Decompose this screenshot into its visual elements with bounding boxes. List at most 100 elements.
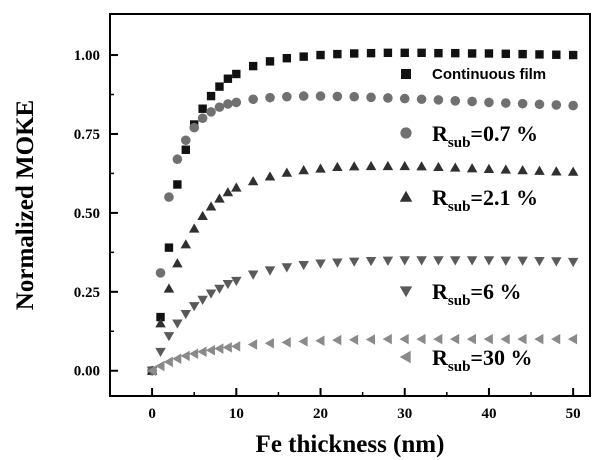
data-point [350, 49, 359, 58]
data-point [155, 347, 166, 358]
data-point [365, 334, 375, 345]
data-point [155, 268, 166, 278]
data-point [450, 96, 461, 106]
data-point [551, 166, 562, 176]
data-point [450, 333, 460, 345]
axis-ticks [109, 54, 575, 396]
data-point [188, 348, 199, 359]
y-tick-label: 0.00 [74, 364, 100, 380]
data-point [172, 154, 183, 165]
data-point [315, 259, 326, 269]
data-point [215, 82, 224, 91]
x-tick-label: 30 [397, 406, 412, 422]
data-point [247, 176, 259, 186]
data-point [214, 284, 225, 294]
legend-label: Rsub=6 % [432, 279, 521, 309]
data-point [189, 122, 200, 133]
data-point [517, 256, 528, 266]
data-point [298, 91, 309, 101]
data-point [264, 171, 276, 181]
data-point [155, 318, 166, 328]
data-point [180, 239, 192, 249]
data-point [231, 97, 242, 108]
data-point [466, 256, 478, 266]
legend-marker [401, 69, 411, 79]
data-point [467, 49, 477, 58]
x-tick-label: 40 [481, 406, 496, 422]
data-point [399, 160, 410, 171]
data-point [282, 53, 292, 63]
data-point [501, 49, 510, 58]
data-point [500, 98, 511, 108]
data-point [281, 337, 291, 348]
data-point [206, 91, 216, 101]
data-point [281, 167, 293, 177]
data-point [248, 61, 258, 71]
data-point [205, 344, 215, 356]
data-point [316, 50, 325, 60]
data-point [181, 145, 190, 154]
data-point [332, 258, 343, 268]
y-tick-label: 1.00 [74, 48, 100, 64]
data-point [366, 48, 376, 58]
data-point [333, 49, 342, 59]
data-point [264, 266, 276, 276]
data-point [399, 333, 409, 345]
legend-entry: Rsub=2.1 % [399, 185, 538, 215]
data-point [416, 161, 427, 171]
data-point [400, 48, 409, 58]
data-point [298, 336, 308, 347]
data-point [451, 48, 460, 58]
data-point [434, 48, 443, 58]
legend-entry: Continuous film [401, 66, 546, 83]
data-point [534, 256, 545, 267]
data-point [399, 256, 410, 266]
data-point [366, 92, 376, 103]
data-point [568, 100, 578, 111]
data-point [222, 342, 232, 353]
data-point [205, 201, 217, 211]
data-point [433, 333, 443, 345]
legend-entry: Rsub=0.7 % [400, 121, 538, 151]
data-point [332, 161, 343, 172]
data-point [173, 180, 182, 189]
data-point [214, 102, 225, 112]
data-point [416, 256, 427, 266]
x-tick-label: 0 [148, 406, 156, 422]
data-point [348, 334, 359, 346]
data-point [416, 333, 426, 345]
data-point [483, 163, 495, 173]
legend-marker [399, 350, 411, 364]
data-point [552, 50, 561, 59]
data-point [315, 335, 325, 347]
data-point [467, 96, 477, 107]
data-point [248, 94, 258, 105]
data-point [450, 162, 461, 172]
data-point [534, 99, 545, 110]
data-point [180, 350, 190, 362]
plot-frame [109, 13, 591, 397]
data-point [180, 309, 192, 320]
data-point [500, 333, 510, 345]
data-point [197, 295, 208, 305]
legend-entry: Rsub=6 % [399, 279, 521, 309]
data-point [383, 93, 393, 103]
data-point [332, 91, 343, 102]
data-point [365, 160, 377, 171]
data-point [483, 333, 493, 345]
data-point [567, 166, 579, 176]
data-point [231, 341, 241, 352]
data-point [146, 365, 157, 376]
data-point [433, 256, 444, 266]
data-point [315, 163, 326, 173]
data-point [383, 48, 393, 58]
data-point [466, 163, 478, 173]
data-point [281, 263, 293, 273]
data-point [223, 74, 233, 83]
data-point [205, 289, 217, 299]
data-point [517, 165, 528, 175]
data-point [247, 270, 259, 280]
data-points [146, 48, 579, 376]
data-point [264, 338, 274, 349]
data-point [156, 312, 165, 322]
